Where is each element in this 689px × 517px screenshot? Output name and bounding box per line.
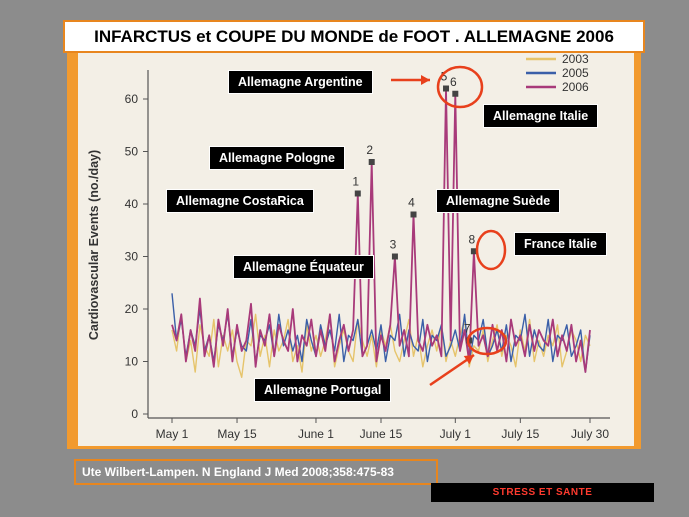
arrow-argentine-head <box>421 75 430 85</box>
callout-allemagne-equateur: Allemagne Équateur <box>233 255 374 279</box>
callout-allemagne-argentine: Allemagne Argentine <box>228 70 373 94</box>
highlight-ellipse-france-italie <box>475 229 507 271</box>
x-tick-label: May 15 <box>217 427 257 441</box>
callout-france-italie: France Italie <box>514 232 607 256</box>
callout-allemagne-portugal: Allemagne Portugal <box>254 378 392 402</box>
match-number-5: 5 <box>441 70 448 84</box>
y-tick-label: 60 <box>125 92 139 106</box>
x-tick-label: July 1 <box>440 427 472 441</box>
legend-label-2003: 2003 <box>562 52 589 66</box>
y-axis-title: Cardiovascular Events (no./day) <box>87 150 101 340</box>
highlight-ellipse-portugal <box>466 326 508 356</box>
y-tick-label: 0 <box>131 407 138 421</box>
match-number-4: 4 <box>408 196 415 210</box>
callout-allemagne-italie: Allemagne Italie <box>483 104 599 128</box>
match-number-7: 7 <box>464 322 471 336</box>
callout-allemagne-pologne: Allemagne Pologne <box>209 146 345 170</box>
match-number-3: 3 <box>390 238 397 252</box>
match-marker-8 <box>470 248 477 255</box>
y-tick-label: 50 <box>125 145 139 159</box>
match-marker-6 <box>452 90 459 97</box>
callout-allemagne-suede: Allemagne Suède <box>436 189 561 213</box>
highlight-ellipse-final <box>436 65 484 109</box>
callout-allemagne-costarica: Allemagne CostaRica <box>166 189 314 213</box>
legend-label-2006: 2006 <box>562 80 589 94</box>
series-line-2005 <box>171 293 591 373</box>
match-marker-4 <box>410 211 417 218</box>
match-marker-3 <box>391 253 398 260</box>
x-tick-label: July 15 <box>501 427 539 441</box>
slide-title: INFARCTUS et COUPE DU MONDE de FOOT . AL… <box>63 20 645 53</box>
arrow-portugal-head <box>463 355 474 365</box>
match-number-2: 2 <box>366 143 373 157</box>
series-line-2006 <box>171 87 591 373</box>
x-tick-label: July 30 <box>571 427 609 441</box>
source-citation: Ute Wilbert-Lampen. N England J Med 2008… <box>74 459 438 485</box>
match-marker-5 <box>443 85 450 92</box>
match-number-8: 8 <box>469 232 476 246</box>
x-tick-label: June 1 <box>298 427 334 441</box>
footer-banner: STRESS ET SANTE <box>431 483 654 502</box>
y-tick-label: 40 <box>125 197 139 211</box>
match-number-1: 1 <box>352 175 359 189</box>
legend-label-2005: 2005 <box>562 66 589 80</box>
x-tick-label: June 15 <box>360 427 403 441</box>
y-tick-label: 30 <box>125 250 139 264</box>
match-marker-2 <box>368 159 375 165</box>
y-tick-label: 20 <box>125 302 139 316</box>
x-tick-label: May 1 <box>156 427 189 441</box>
match-marker-1 <box>354 190 361 197</box>
match-number-6: 6 <box>450 75 457 89</box>
y-tick-label: 10 <box>125 355 139 369</box>
